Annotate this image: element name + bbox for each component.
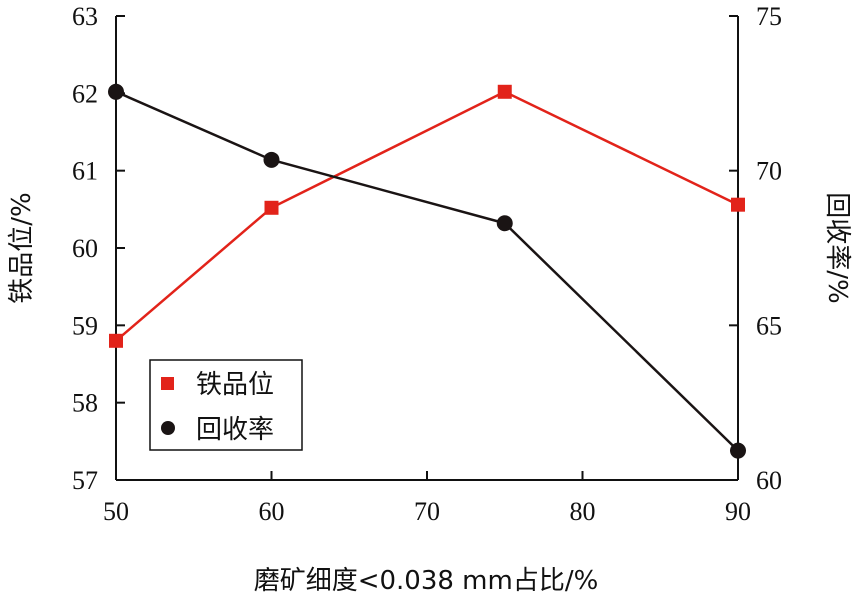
left-y-ticks: 57 58 59 60 61 62 63 (72, 2, 125, 495)
data-point-iron-grade (497, 84, 512, 99)
x-tick-label: 90 (725, 497, 751, 526)
right-y-tick-label: 75 (756, 2, 782, 31)
data-point-recovery (730, 442, 746, 459)
data-point-iron-grade (264, 200, 279, 215)
left-y-tick-label: 57 (72, 466, 98, 495)
right-y-ticks: 60 65 70 75 (729, 2, 782, 495)
data-point-recovery (496, 215, 513, 232)
left-y-tick-label: 62 (72, 79, 98, 108)
left-y-tick-label: 63 (72, 2, 98, 31)
legend-marker-recovery (161, 421, 175, 435)
x-ticks: 50 60 70 80 90 (103, 471, 751, 526)
legend-box (149, 359, 303, 451)
x-tick-label: 50 (103, 497, 129, 526)
legend-label-iron-grade: 铁品位 (196, 370, 274, 400)
x-axis-title: 磨矿细度<0.038 mm占比/% (254, 566, 599, 596)
data-point-iron-grade (109, 333, 123, 348)
legend: 铁品位 回收率 (149, 359, 303, 451)
left-y-tick-label: 58 (72, 389, 98, 418)
x-tick-label: 60 (259, 497, 285, 526)
series-line-iron-grade (115, 90, 739, 342)
right-y-tick-label: 65 (756, 311, 782, 340)
legend-label-recovery: 回收率 (196, 415, 274, 445)
x-tick-label: 70 (414, 497, 440, 526)
left-y-tick-label: 59 (72, 311, 98, 340)
right-y-axis-title: 回收率/% (822, 192, 852, 303)
legend-marker-iron-grade (161, 377, 174, 390)
left-y-tick-label: 61 (72, 157, 98, 186)
data-point-iron-grade (731, 197, 745, 212)
x-tick-label: 80 (570, 497, 596, 526)
series-line-recovery (115, 90, 739, 452)
left-y-tick-label: 60 (72, 234, 98, 263)
series-layer (108, 83, 746, 459)
data-point-recovery (263, 151, 280, 168)
data-point-recovery (108, 83, 124, 100)
left-y-axis-title: 铁品位/% (7, 192, 37, 303)
right-y-tick-label: 70 (756, 157, 782, 186)
right-y-tick-label: 60 (756, 466, 782, 495)
